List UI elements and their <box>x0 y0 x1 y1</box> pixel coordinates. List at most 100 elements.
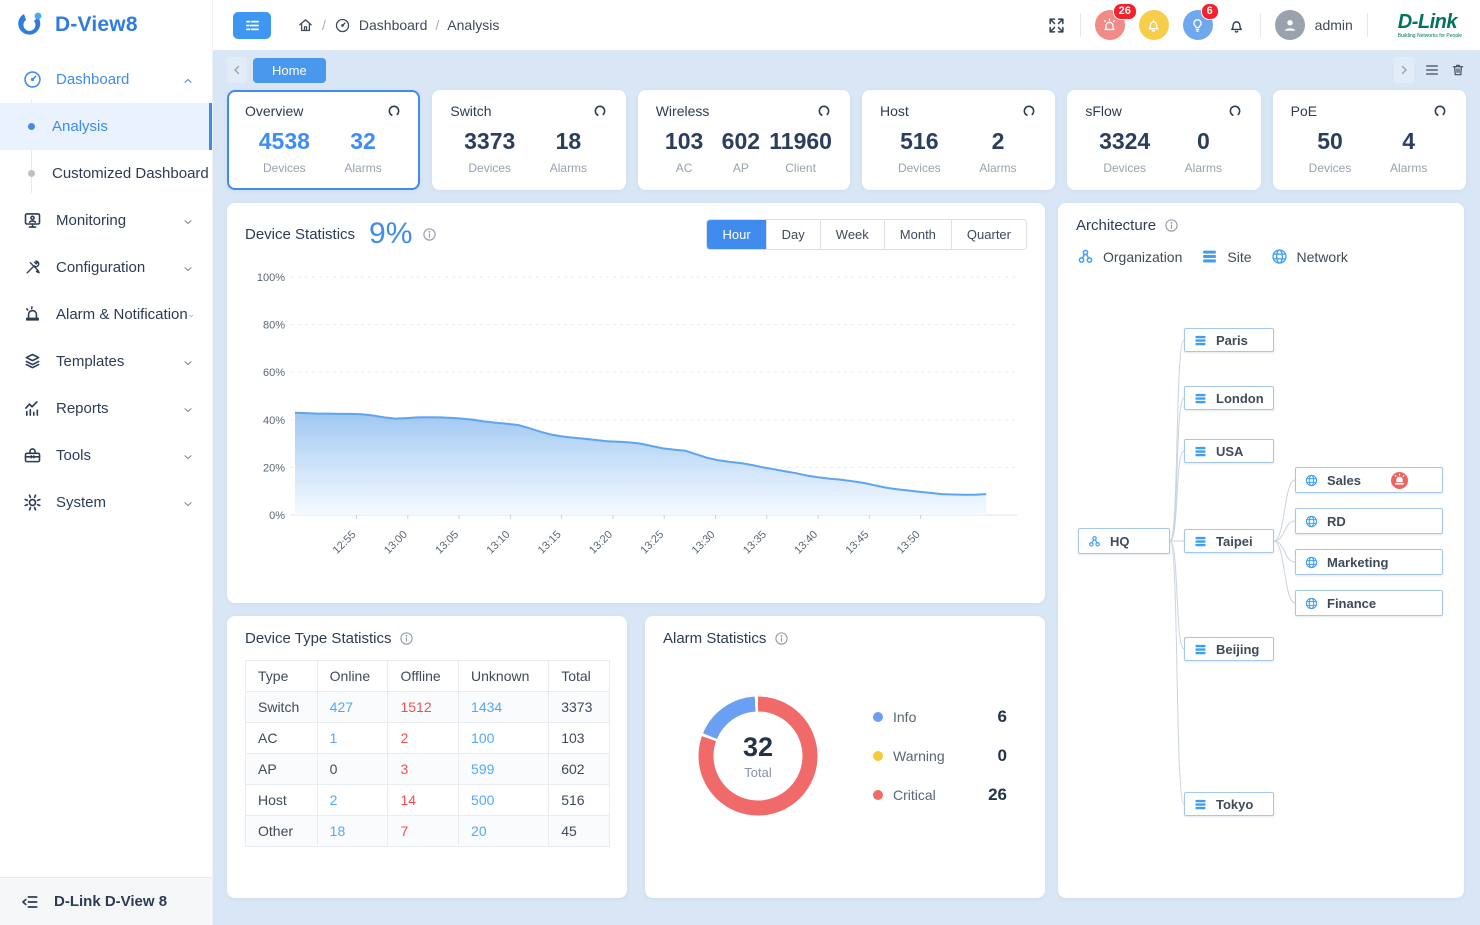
stat-card-sflow[interactable]: sFlow 3324 Devices 0 Alarms <box>1067 90 1261 190</box>
stat-label: Devices <box>1103 161 1146 175</box>
tips-button[interactable]: 6 <box>1182 3 1219 40</box>
stat-card-overview[interactable]: Overview 4538 Devices 32 Alarms <box>227 90 421 190</box>
sidebar-item-reports[interactable]: Reports <box>0 385 212 432</box>
tab-close-all-trash-icon[interactable] <box>1450 62 1466 78</box>
tree-node-paris[interactable]: Paris <box>1184 328 1274 352</box>
cell-offline[interactable]: 1512 <box>387 691 460 723</box>
cell-online[interactable]: 2 <box>316 784 389 816</box>
breadcrumb-dashboard[interactable]: Dashboard <box>358 17 428 33</box>
tree-node-sales[interactable]: Sales <box>1295 467 1443 493</box>
cell-offline[interactable]: 7 <box>387 815 460 847</box>
legend-value: 0 <box>997 746 1007 765</box>
tree-node-usa[interactable]: USA <box>1184 439 1274 463</box>
refresh-icon[interactable] <box>592 103 608 119</box>
tree-node-beijing[interactable]: Beijing <box>1184 637 1274 661</box>
sidebar-item-tools[interactable]: Tools <box>0 432 212 479</box>
cell-offline[interactable]: 3 <box>387 753 460 785</box>
sidebar-subitem-analysis[interactable]: Analysis <box>0 103 212 150</box>
home-icon[interactable] <box>297 17 314 34</box>
svg-text:100%: 100% <box>257 272 285 284</box>
device-statistics-value: 9% <box>369 217 413 250</box>
sidebar-item-label: Templates <box>56 353 125 370</box>
notification-bell-icon[interactable] <box>1227 16 1246 35</box>
device-type-table: Type Online Offline Unknown Total Switch 427 1… <box>245 660 610 847</box>
tab-home[interactable]: Home <box>253 57 326 83</box>
cell-unknown[interactable]: 599 <box>458 753 550 785</box>
refresh-icon[interactable] <box>1021 103 1037 119</box>
svg-text:0%: 0% <box>269 510 285 522</box>
legend-label: Warning <box>893 748 945 764</box>
cell-unknown[interactable]: 20 <box>458 815 550 847</box>
tree-node-tokyo[interactable]: Tokyo <box>1184 792 1274 816</box>
stat-value: 3324 <box>1099 128 1151 154</box>
sidebar-subitem-customized-dashboard[interactable]: Customized Dashboard <box>0 150 212 197</box>
range-tab-week[interactable]: Week <box>819 219 884 249</box>
stat-card-wireless[interactable]: Wireless 103 AC 602 AP 11960 Client <box>637 90 850 190</box>
tab-list-icon[interactable] <box>1424 62 1440 78</box>
sidebar-item-alarm-notification[interactable]: Alarm & Notification <box>0 291 212 338</box>
range-tab-day[interactable]: Day <box>765 219 820 249</box>
tree-node-finance[interactable]: Finance <box>1295 590 1443 616</box>
tab-scroll-left-button[interactable] <box>227 57 247 83</box>
tree-node-marketing[interactable]: Marketing <box>1295 549 1443 575</box>
fullscreen-icon[interactable] <box>1047 16 1066 35</box>
stat-card-host[interactable]: Host 516 Devices 2 Alarms <box>861 90 1056 190</box>
lightbulb-icon <box>1193 18 1202 32</box>
info-icon[interactable] <box>422 227 437 242</box>
tree-node-hq[interactable]: HQ <box>1078 528 1170 554</box>
cell-online[interactable]: 427 <box>316 691 389 723</box>
app-logo[interactable]: D-View8 <box>0 0 212 50</box>
siren-icon <box>1104 17 1116 30</box>
globe-icon <box>1304 514 1319 529</box>
refresh-icon[interactable] <box>1432 103 1448 119</box>
alarm-legend-warning: Warning 0 <box>873 746 1007 766</box>
svg-text:13:45: 13:45 <box>843 529 871 557</box>
chevron-down-icon <box>182 215 194 227</box>
stat-label: Alarms <box>979 161 1017 175</box>
legend-dot <box>873 790 883 800</box>
breadcrumb-analysis[interactable]: Analysis <box>447 17 500 33</box>
siren-icon <box>22 304 43 325</box>
cell-online[interactable]: 18 <box>316 815 389 847</box>
tab-scroll-right-button[interactable] <box>1394 57 1414 83</box>
legend-value: 6 <box>997 707 1007 726</box>
user-avatar[interactable] <box>1274 10 1305 40</box>
warning-alarms-button[interactable] <box>1138 10 1169 40</box>
cell-unknown[interactable]: 500 <box>458 784 550 816</box>
site-icon <box>1193 333 1208 348</box>
sidebar-collapse-button[interactable]: D-Link D-View 8 <box>0 877 212 925</box>
tree-node-rd[interactable]: RD <box>1295 508 1443 534</box>
stat-card-poe[interactable]: PoE 50 Devices 4 Alarms <box>1272 90 1467 190</box>
cell-offline[interactable]: 14 <box>387 784 460 816</box>
cell-offline[interactable]: 2 <box>387 722 460 754</box>
stat-card-switch[interactable]: Switch 3373 Devices 18 Alarms <box>432 90 626 190</box>
range-tab-quarter[interactable]: Quarter <box>950 219 1026 249</box>
refresh-icon[interactable] <box>386 103 402 119</box>
globe-icon <box>1270 247 1289 266</box>
cell-unknown[interactable]: 100 <box>458 722 550 754</box>
sidebar-item-configuration[interactable]: Configuration <box>0 244 212 291</box>
critical-alarms-button[interactable]: 26 <box>1094 3 1137 40</box>
sidebar-item-dashboard[interactable]: Dashboard <box>0 56 212 103</box>
info-icon[interactable] <box>399 631 414 646</box>
report-icon <box>22 398 43 419</box>
svg-text:13:00: 13:00 <box>382 529 410 557</box>
info-icon[interactable] <box>774 631 789 646</box>
sidebar-item-monitoring[interactable]: Monitoring <box>0 197 212 244</box>
refresh-icon[interactable] <box>816 103 832 119</box>
menu-toggle-button[interactable] <box>233 11 271 39</box>
range-tab-month[interactable]: Month <box>883 219 951 249</box>
info-icon[interactable] <box>1164 218 1179 233</box>
user-name[interactable]: admin <box>1314 17 1353 33</box>
cell-online[interactable]: 1 <box>316 722 389 754</box>
table-row-switch: Switch 427 1512 1434 3373 <box>245 691 610 723</box>
sidebar-item-system[interactable]: System <box>0 479 212 526</box>
tree-node-london[interactable]: London <box>1184 386 1274 410</box>
refresh-icon[interactable] <box>1227 103 1243 119</box>
cell-unknown[interactable]: 1434 <box>458 691 550 723</box>
sidebar-item-templates[interactable]: Templates <box>0 338 212 385</box>
stat-value: 2 <box>991 128 1005 154</box>
range-tab-hour[interactable]: Hour <box>707 219 766 249</box>
tree-node-taipei[interactable]: Taipei <box>1184 529 1274 553</box>
table-row-ac: AC 1 2 100 103 <box>245 722 610 754</box>
